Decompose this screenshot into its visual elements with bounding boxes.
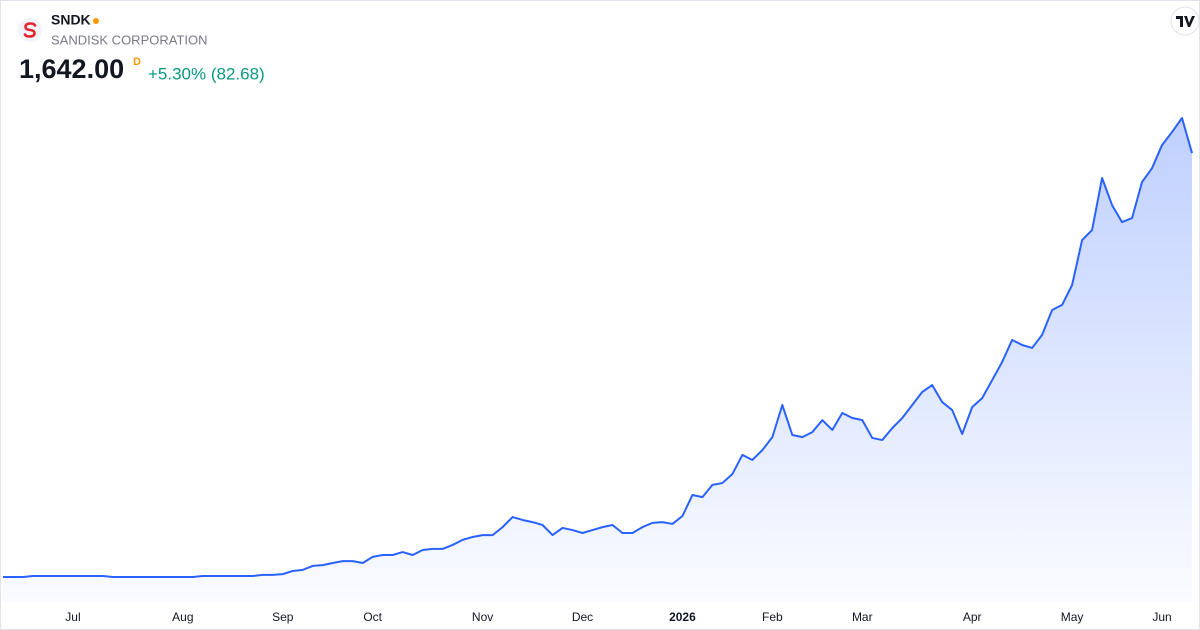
x-tick-label: May <box>1061 610 1084 624</box>
x-tick-label: Feb <box>762 610 783 624</box>
symbol: SNDK <box>51 12 91 28</box>
x-tick-label: Aug <box>172 610 193 624</box>
area <box>3 118 1192 602</box>
market-status-dot <box>93 18 99 24</box>
brand-badge[interactable] <box>1170 6 1200 36</box>
x-tick-label: Apr <box>963 610 982 624</box>
x-tick-label: Sep <box>272 610 294 624</box>
brand-logo <box>1176 16 1195 27</box>
x-tick-label: 2026 <box>669 610 696 624</box>
x-tick-label: Nov <box>472 610 493 624</box>
price-change: +5.30% (82.68) <box>148 64 265 83</box>
price-line <box>3 117 1193 579</box>
x-tick-label: Oct <box>363 610 382 624</box>
interval: D <box>133 56 141 68</box>
plot-area <box>3 117 1193 602</box>
company-name: SANDISK CORPORATION <box>51 32 208 47</box>
x-tick-label: Mar <box>852 610 873 624</box>
x-tick-label: Jun <box>1152 610 1171 624</box>
x-tick-label: Dec <box>572 610 593 624</box>
x-tick-label: Jul <box>65 610 80 624</box>
last-price: 1,642.00 <box>19 54 124 84</box>
symbol-logo-mark <box>23 22 37 38</box>
